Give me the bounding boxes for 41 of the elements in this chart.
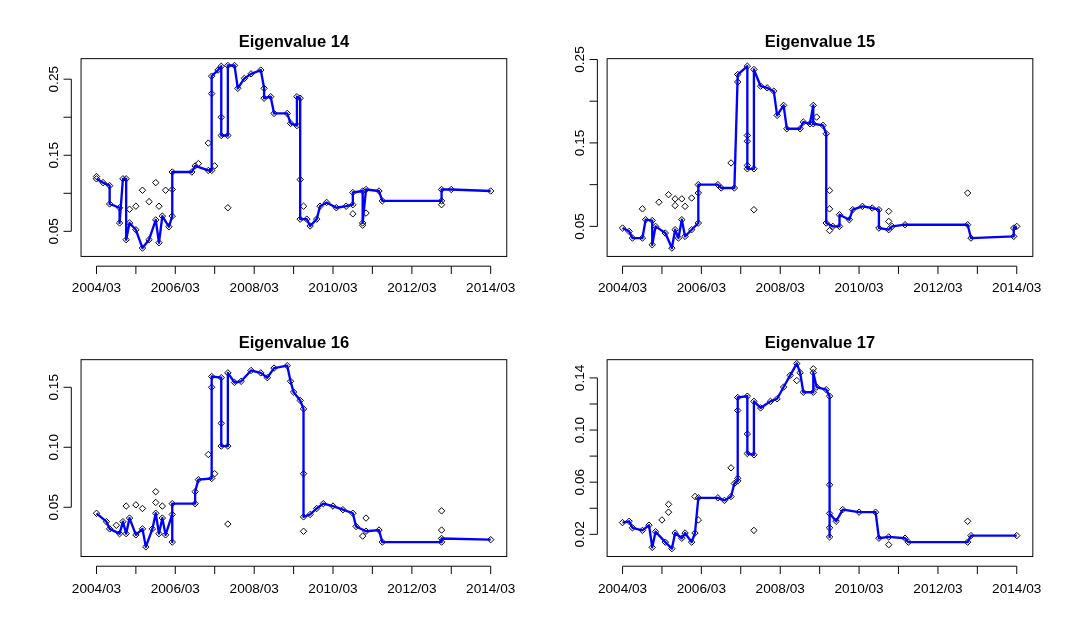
x-tick-label: 2006/03: [676, 280, 726, 296]
x-tick-label: 2010/03: [834, 580, 884, 596]
y-tick-label: 0.10: [45, 433, 61, 461]
y-tick-label: 0.06: [571, 468, 587, 496]
x-tick-label: 2008/03: [755, 580, 805, 596]
x-tick-label: 2014/03: [992, 280, 1042, 296]
x-tick-label: 2004/03: [597, 280, 648, 296]
y-tick-label: 0.05: [571, 213, 587, 240]
y-tick-label: 0.25: [45, 65, 61, 93]
y-tick-label: 0.14: [571, 364, 587, 392]
x-tick-label: 2012/03: [387, 280, 437, 296]
y-tick-label: 0.02: [571, 521, 587, 548]
y-tick-label: 0.05: [45, 494, 61, 521]
x-tick-label: 2006/03: [676, 580, 726, 596]
x-tick-label: 2004/03: [597, 580, 648, 596]
x-tick-label: 2012/03: [913, 280, 963, 296]
x-tick-label: 2014/03: [466, 280, 516, 296]
x-tick-label: 2010/03: [308, 580, 358, 596]
x-tick-label: 2010/03: [308, 280, 358, 296]
y-tick-label: 0.25: [571, 46, 587, 73]
x-tick-label: 2008/03: [755, 280, 805, 296]
chart-title: Eigenvalue 16: [238, 332, 350, 352]
y-tick-label: 0.10: [571, 416, 587, 444]
y-tick-label: 0.05: [45, 218, 61, 245]
chart-title: Eigenvalue 15: [764, 31, 876, 51]
y-tick-label: 0.15: [45, 141, 61, 169]
chart-title: Eigenvalue 14: [238, 31, 350, 51]
x-tick-label: 2012/03: [387, 580, 437, 596]
x-tick-label: 2004/03: [71, 280, 122, 296]
chart-title: Eigenvalue 17: [764, 332, 876, 352]
x-tick-label: 2008/03: [229, 580, 279, 596]
x-tick-label: 2014/03: [466, 580, 516, 596]
x-tick-label: 2012/03: [913, 580, 963, 596]
x-tick-label: 2014/03: [992, 580, 1042, 596]
x-tick-label: 2006/03: [150, 280, 200, 296]
y-tick-label: 0.15: [571, 129, 587, 157]
y-tick-label: 0.15: [45, 374, 61, 401]
x-tick-label: 2010/03: [834, 280, 884, 296]
x-tick-label: 2008/03: [229, 280, 279, 296]
x-tick-label: 2006/03: [150, 580, 200, 596]
x-tick-label: 2004/03: [71, 580, 122, 596]
